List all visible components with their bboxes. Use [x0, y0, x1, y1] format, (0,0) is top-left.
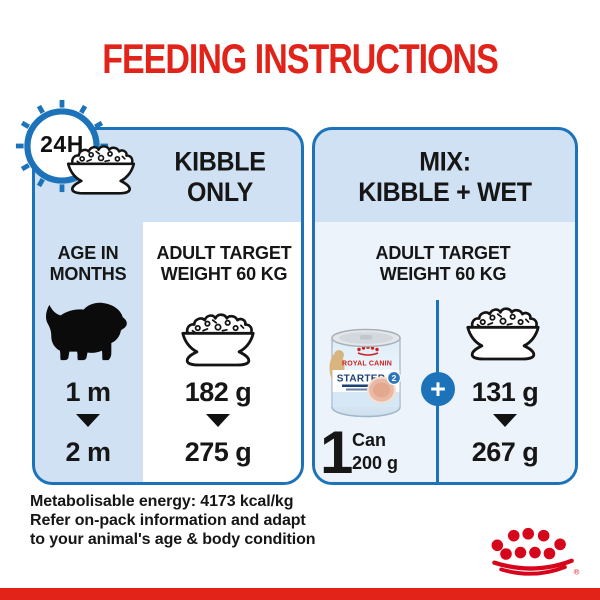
weight-column-heading: ADULT TARGET WEIGHT 60 KG: [156, 243, 292, 284]
kibble-bowl-icon: [60, 144, 142, 195]
wet-food-can: ROYAL CANIN STARTER 2: [329, 328, 402, 418]
down-arrow-icon: [76, 414, 100, 427]
left-panel-header: KIBBLE ONLY: [174, 146, 266, 208]
can-unit-label: Can: [352, 430, 387, 450]
age-to-value: 2 m: [65, 437, 111, 467]
mix-weight-heading: ADULT TARGET WEIGHT 60 KG: [375, 243, 511, 284]
clock-label: 24H: [40, 131, 84, 157]
mix-kibble-to: 267 g: [471, 437, 539, 467]
can-weight-value: 200 g: [352, 453, 399, 473]
kibble-amount-to: 275 g: [184, 437, 252, 467]
royal-canin-crown-logo: ®: [491, 527, 580, 576]
can-smallprint-line: [346, 388, 374, 391]
bottom-red-bar: [0, 588, 600, 600]
can-count-value: 1: [320, 419, 353, 486]
puppy-silhouette-icon: [38, 302, 137, 363]
mix-kibble-from: 131 g: [471, 377, 539, 407]
down-arrow-icon: [493, 414, 517, 427]
down-arrow-icon: [206, 414, 230, 427]
age-from-value: 1 m: [65, 377, 111, 407]
mix-kibble-wet-panel: [312, 127, 578, 485]
can-badge: [386, 370, 402, 386]
can-crown-logo: [357, 345, 379, 356]
kibble-amount-from: 182 g: [184, 377, 252, 407]
can-badge-number: 2: [392, 373, 397, 383]
footer-note: Metabolisable energy: 4173 kcal/kg Refer…: [30, 493, 316, 548]
can-brand-text: ROYAL CANIN: [342, 361, 392, 368]
page-title: FEEDING INSTRUCTIONS: [102, 35, 499, 83]
can-product-text: STARTER: [337, 374, 386, 385]
kibble-bowl-icon: [174, 312, 262, 367]
age-column-heading: AGE IN MONTHS: [49, 243, 127, 284]
right-panel-header: MIX: KIBBLE + WET: [358, 146, 532, 208]
can-smallprint-line: [342, 384, 380, 387]
kibble-bowl-icon: [459, 306, 547, 361]
plus-icon: +: [421, 372, 455, 406]
registered-mark: ®: [574, 567, 580, 576]
